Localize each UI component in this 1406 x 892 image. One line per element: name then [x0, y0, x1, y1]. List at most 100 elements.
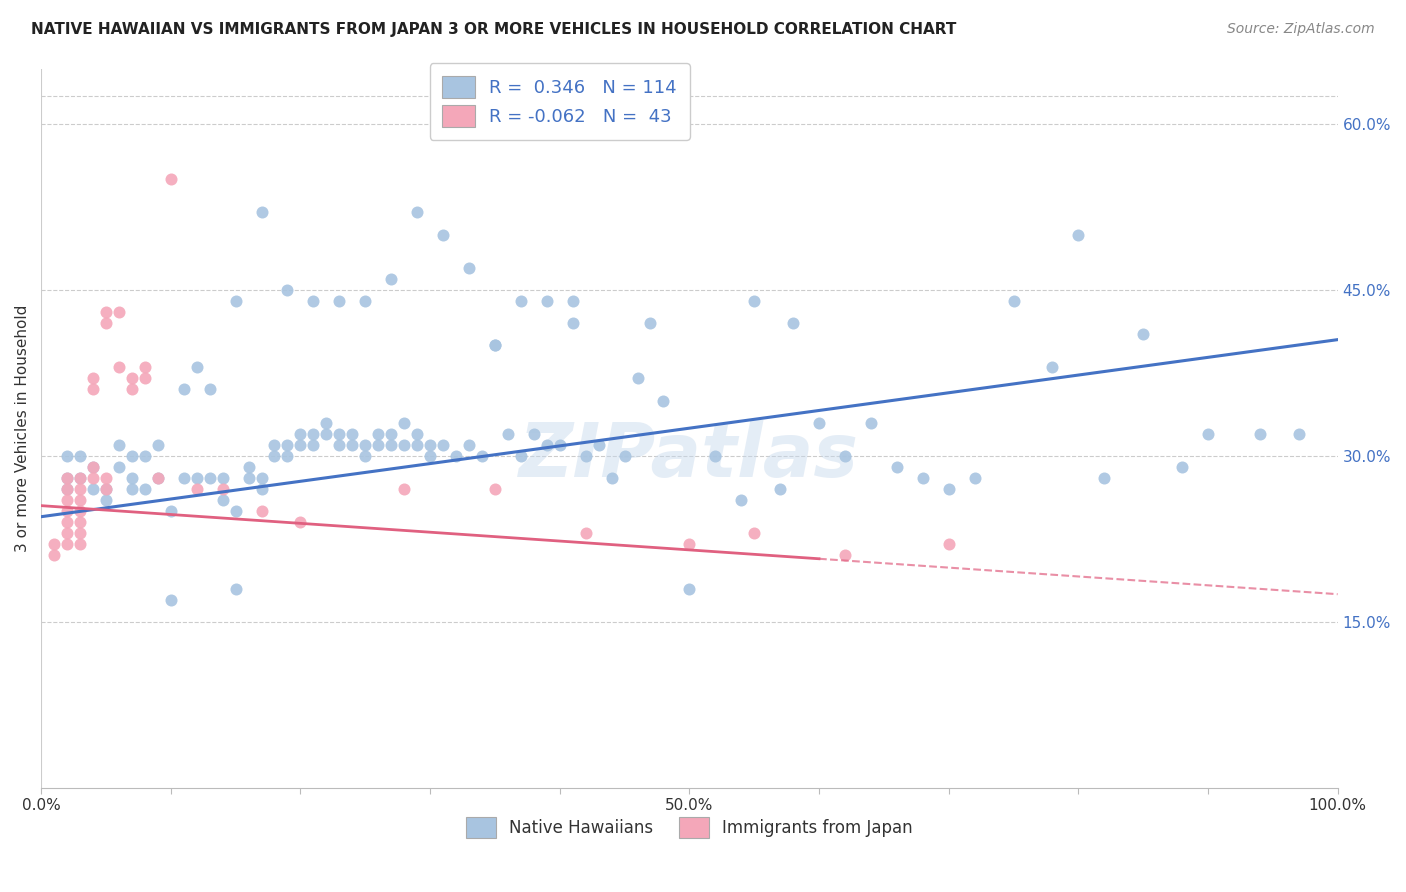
Point [392, 438, 415, 452]
Point [315, 426, 337, 441]
Point [186, 360, 208, 375]
Point [56, 471, 79, 485]
Point [250, 471, 273, 485]
Point [342, 426, 364, 441]
Point [769, 482, 792, 496]
Point [354, 449, 377, 463]
Point [250, 504, 273, 518]
Point [94, 493, 117, 508]
Point [238, 459, 260, 474]
Point [509, 449, 531, 463]
Point [652, 393, 675, 408]
Point [561, 293, 583, 308]
Point [276, 438, 298, 452]
Point [938, 537, 960, 551]
Point [250, 205, 273, 219]
Point [496, 426, 519, 441]
Point [69, 471, 91, 485]
Point [484, 482, 506, 496]
Point [69, 537, 91, 551]
Point [121, 482, 143, 496]
Point [328, 438, 350, 452]
Point [238, 471, 260, 485]
Point [198, 471, 221, 485]
Text: Source: ZipAtlas.com: Source: ZipAtlas.com [1227, 22, 1375, 37]
Point [354, 438, 377, 452]
Point [56, 526, 79, 541]
Point [509, 293, 531, 308]
Point [406, 438, 429, 452]
Point [1288, 426, 1310, 441]
Y-axis label: 3 or more Vehicles in Household: 3 or more Vehicles in Household [15, 304, 30, 552]
Point [1132, 327, 1154, 342]
Point [742, 293, 765, 308]
Point [588, 438, 610, 452]
Point [121, 383, 143, 397]
Point [69, 449, 91, 463]
Legend: Native Hawaiians, Immigrants from Japan: Native Hawaiians, Immigrants from Japan [460, 811, 920, 844]
Point [419, 438, 441, 452]
Point [56, 504, 79, 518]
Point [108, 459, 131, 474]
Point [108, 305, 131, 319]
Point [354, 293, 377, 308]
Point [159, 504, 181, 518]
Point [575, 526, 598, 541]
Point [121, 471, 143, 485]
Point [613, 449, 636, 463]
Point [626, 371, 648, 385]
Point [250, 482, 273, 496]
Point [406, 205, 429, 219]
Point [548, 438, 571, 452]
Point [56, 449, 79, 463]
Point [342, 438, 364, 452]
Point [484, 338, 506, 352]
Point [782, 316, 804, 330]
Point [82, 482, 104, 496]
Point [678, 582, 700, 596]
Point [121, 449, 143, 463]
Point [678, 537, 700, 551]
Point [444, 449, 467, 463]
Point [575, 449, 598, 463]
Point [1197, 426, 1219, 441]
Point [523, 426, 546, 441]
Point [82, 383, 104, 397]
Point [471, 449, 494, 463]
Point [367, 438, 389, 452]
Point [134, 449, 156, 463]
Point [159, 592, 181, 607]
Point [69, 526, 91, 541]
Point [134, 482, 156, 496]
Point [886, 459, 908, 474]
Point [186, 471, 208, 485]
Point [380, 272, 402, 286]
Point [82, 371, 104, 385]
Point [742, 526, 765, 541]
Point [380, 426, 402, 441]
Point [1249, 426, 1271, 441]
Point [406, 426, 429, 441]
Point [263, 449, 285, 463]
Point [94, 482, 117, 496]
Point [198, 383, 221, 397]
Point [276, 283, 298, 297]
Point [380, 438, 402, 452]
Point [134, 360, 156, 375]
Point [211, 471, 233, 485]
Point [42, 549, 65, 563]
Point [392, 482, 415, 496]
Point [640, 316, 662, 330]
Point [561, 316, 583, 330]
Point [225, 582, 247, 596]
Point [834, 449, 856, 463]
Point [600, 471, 623, 485]
Point [108, 360, 131, 375]
Point [276, 449, 298, 463]
Point [1067, 227, 1090, 242]
Point [1171, 459, 1194, 474]
Point [82, 471, 104, 485]
Point [302, 438, 325, 452]
Point [173, 471, 195, 485]
Point [82, 459, 104, 474]
